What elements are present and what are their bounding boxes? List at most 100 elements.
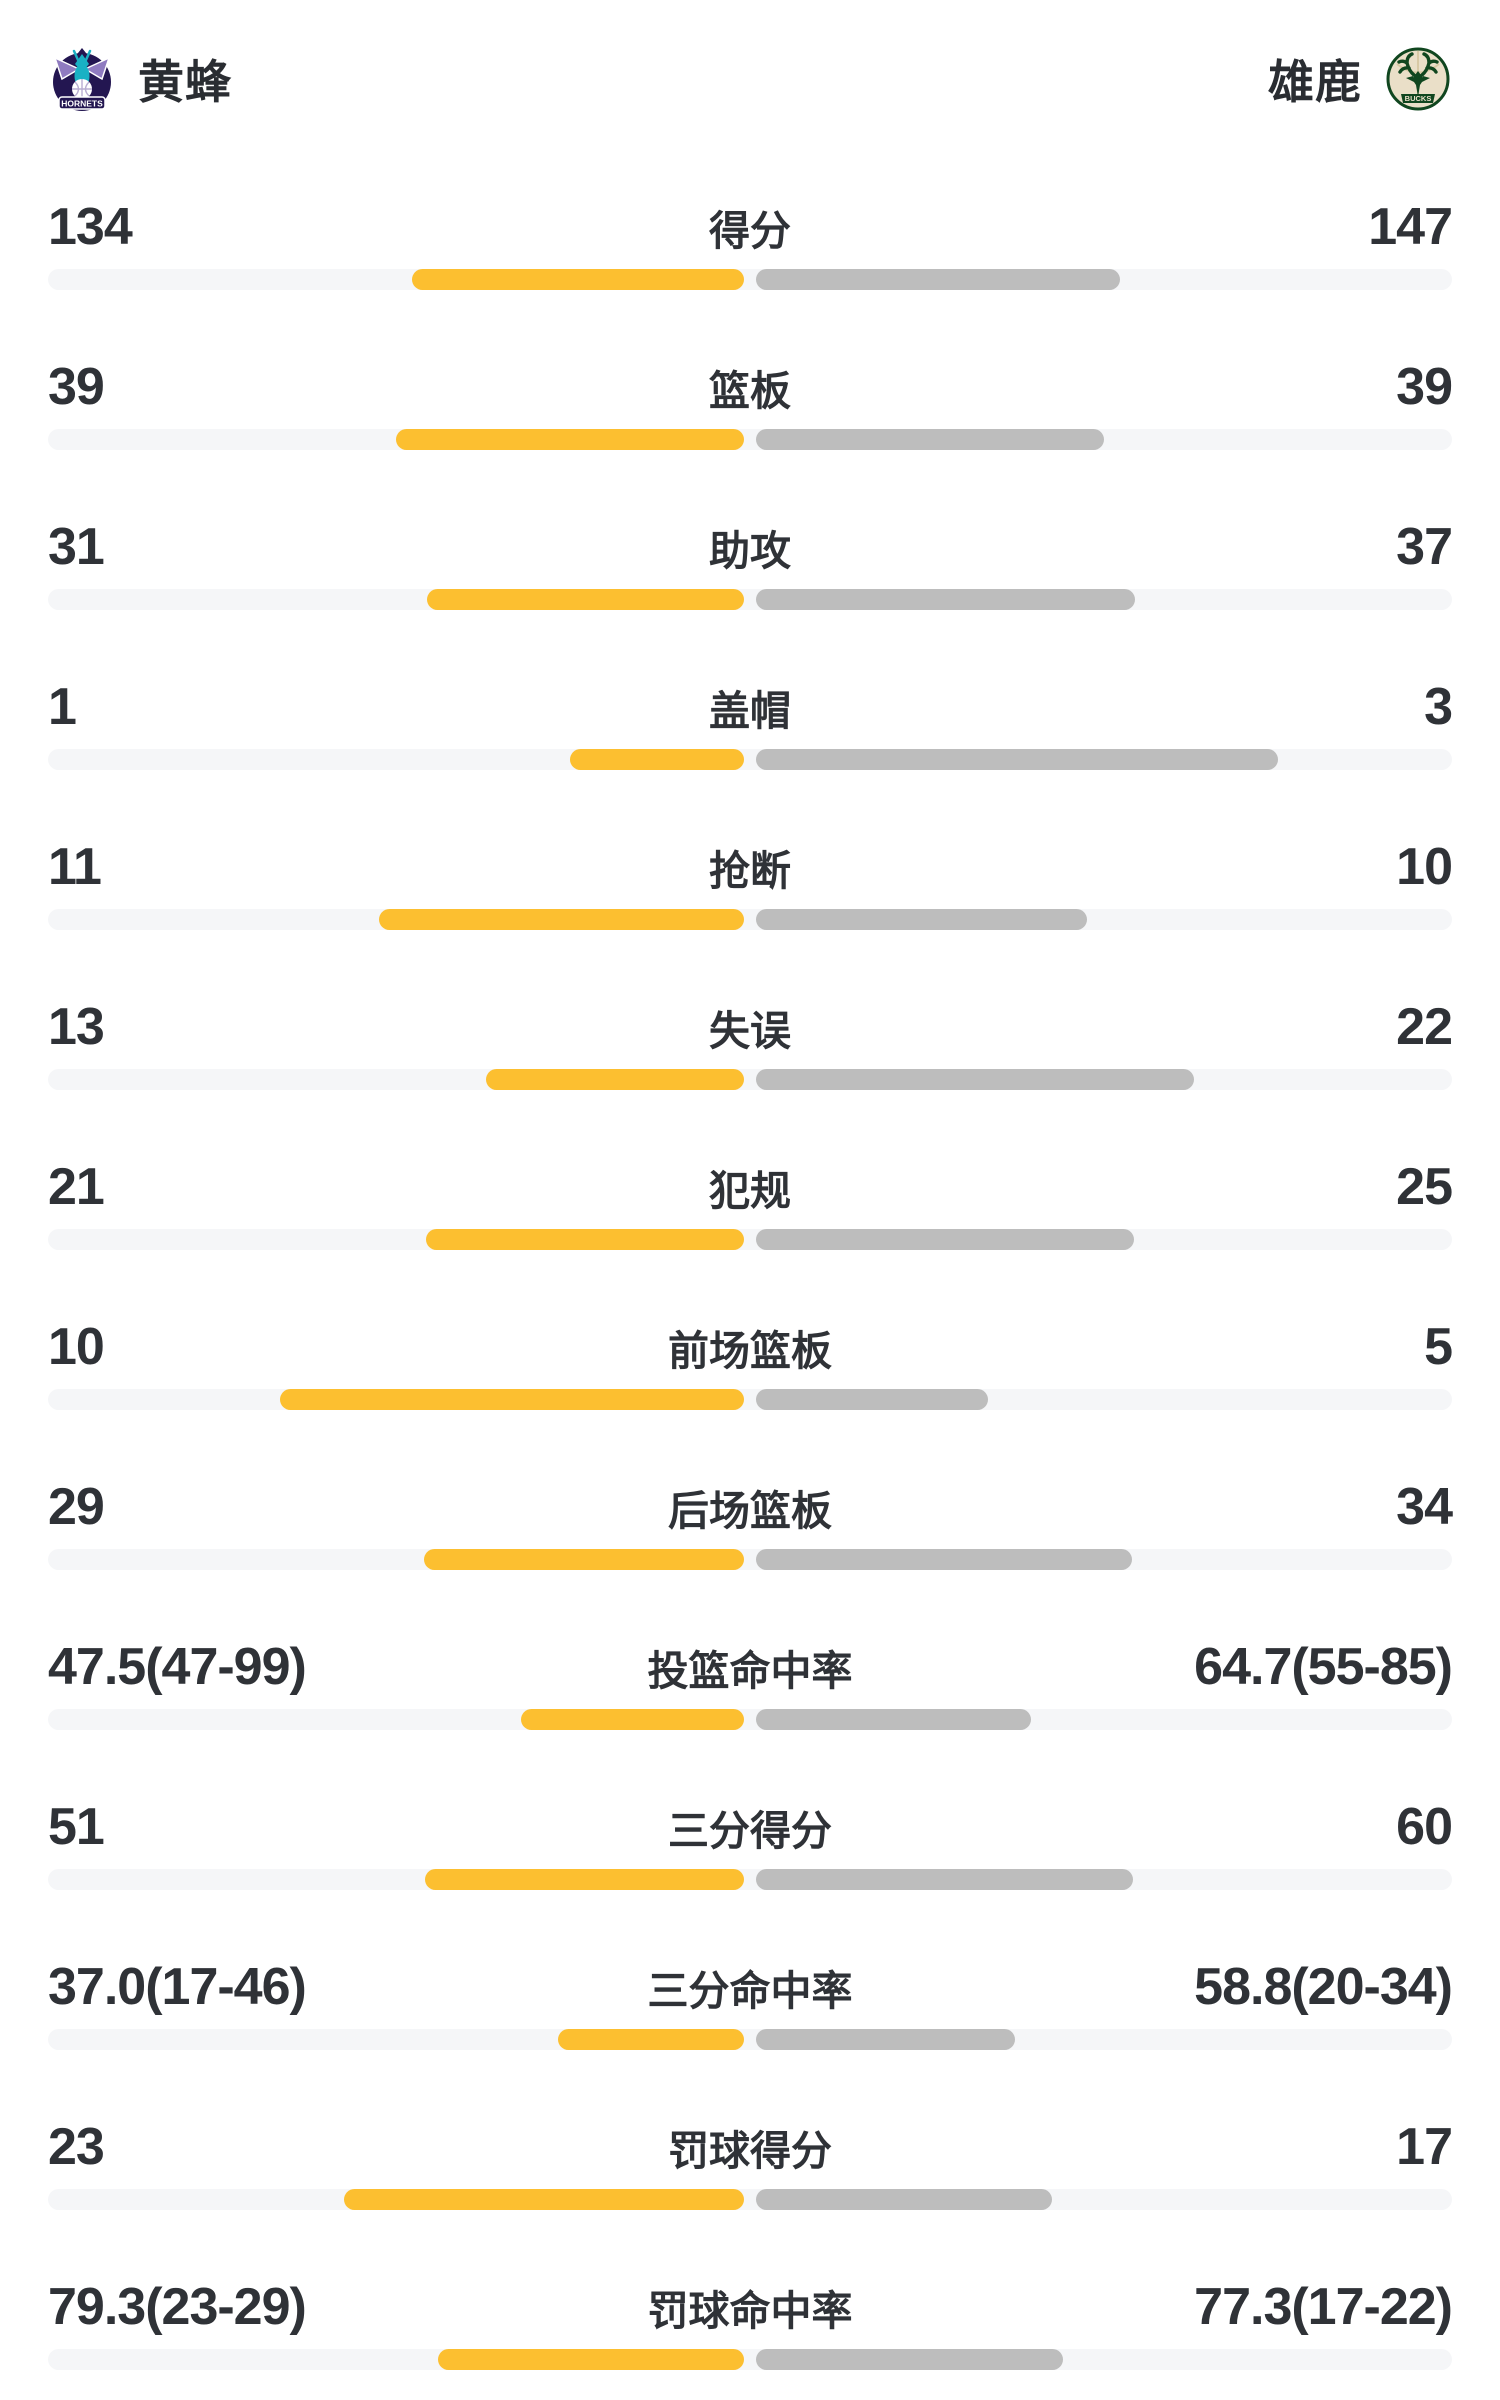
stat-label: 盖帽 [709, 688, 791, 734]
stat-bar-track [48, 1229, 1452, 1250]
stat-away-value: 39 [1396, 358, 1453, 416]
stat-label: 得分 [709, 208, 791, 254]
stat-row: 37.0(17-46) 三分命中率 58.8(20-34) [48, 1957, 1453, 2117]
stat-bar-track [48, 1389, 1452, 1410]
stat-away-value: 5 [1424, 1318, 1453, 1376]
stat-bar-home [379, 909, 744, 930]
stat-bar-away [756, 2029, 1015, 2050]
stat-away-value: 77.3(17-22) [1194, 2278, 1453, 2336]
stat-values-line: 79.3(23-29) 罚球命中率 77.3(17-22) [48, 2277, 1453, 2337]
svg-text:BUCKS: BUCKS [1405, 94, 1432, 103]
stat-label: 犯规 [709, 1168, 791, 1214]
stat-bar-track [48, 2029, 1452, 2050]
stat-bar-home [412, 269, 744, 290]
stat-bar-home [427, 589, 744, 610]
stat-home-value: 37.0(17-46) [48, 1958, 307, 2016]
stat-bar-home [424, 1549, 744, 1570]
stat-row: 21 犯规 25 [48, 1157, 1453, 1317]
stat-home-value: 23 [48, 2118, 105, 2176]
stat-away-value: 3 [1424, 678, 1453, 736]
stat-bar-track [48, 589, 1452, 610]
stat-home-value: 47.5(47-99) [48, 1638, 307, 1696]
svg-text:HORNETS: HORNETS [61, 99, 103, 109]
stat-values-line: 29 后场篮板 34 [48, 1477, 1453, 1537]
stat-bar-home [426, 1229, 744, 1250]
stat-bar-away [756, 1549, 1132, 1570]
stat-bar-away [756, 269, 1120, 290]
stat-away-value: 22 [1396, 998, 1453, 1056]
stat-away-value: 58.8(20-34) [1194, 1958, 1453, 2016]
stat-bar-home [425, 1869, 744, 1890]
stat-bar-away [756, 2189, 1052, 2210]
stat-values-line: 11 抢断 10 [48, 837, 1453, 897]
stat-row: 11 抢断 10 [48, 837, 1453, 997]
stat-label: 罚球命中率 [647, 2288, 853, 2334]
stat-away-value: 64.7(55-85) [1194, 1638, 1453, 1696]
stat-away-value: 34 [1396, 1478, 1453, 1536]
stat-bar-home [558, 2029, 744, 2050]
stat-values-line: 1 盖帽 3 [48, 677, 1453, 737]
stat-bar-away [756, 1389, 988, 1410]
team-home-name: 黄蜂 [138, 56, 232, 108]
stat-row: 29 后场篮板 34 [48, 1477, 1453, 1637]
stat-row: 39 篮板 39 [48, 357, 1453, 517]
team-away[interactable]: 雄鹿 BUCKS [1268, 45, 1452, 113]
stat-values-line: 51 三分得分 60 [48, 1797, 1453, 1857]
stat-bar-away [756, 1869, 1133, 1890]
stat-row: 134 得分 147 [48, 197, 1453, 357]
stat-bar-home [570, 749, 744, 770]
stat-bar-away [756, 1229, 1134, 1250]
stat-bar-away [756, 909, 1087, 930]
stat-home-value: 31 [48, 518, 105, 576]
stat-bar-track [48, 749, 1452, 770]
stat-values-line: 10 前场篮板 5 [48, 1317, 1453, 1377]
stat-row: 10 前场篮板 5 [48, 1317, 1453, 1477]
stat-label: 三分命中率 [647, 1968, 853, 2014]
stat-label: 后场篮板 [668, 1488, 832, 1534]
stat-row: 1 盖帽 3 [48, 677, 1453, 837]
stat-values-line: 134 得分 147 [48, 197, 1453, 257]
stat-label: 罚球得分 [668, 2128, 832, 2174]
stat-away-value: 25 [1396, 1158, 1453, 1216]
stat-values-line: 31 助攻 37 [48, 517, 1453, 577]
stat-bar-home [344, 2189, 744, 2210]
stat-values-line: 21 犯规 25 [48, 1157, 1453, 1217]
stat-away-value: 147 [1368, 198, 1453, 256]
stat-away-value: 10 [1396, 838, 1453, 896]
stat-bar-track [48, 2189, 1452, 2210]
stat-home-value: 13 [48, 998, 105, 1056]
stat-bar-track [48, 429, 1452, 450]
stat-label: 前场篮板 [668, 1328, 832, 1374]
stat-row: 23 罚球得分 17 [48, 2117, 1453, 2277]
team-home[interactable]: HORNETS 黄蜂 [48, 45, 232, 113]
stat-bar-track [48, 1549, 1452, 1570]
hornets-logo-icon: HORNETS [48, 45, 116, 113]
stat-bar-away [756, 2349, 1063, 2370]
stat-label: 抢断 [709, 848, 791, 894]
stat-home-value: 1 [48, 678, 77, 736]
stat-bar-away [756, 429, 1104, 450]
stat-bar-away [756, 1069, 1194, 1090]
stat-away-value: 17 [1396, 2118, 1453, 2176]
team-away-name: 雄鹿 [1268, 56, 1362, 108]
stat-row: 31 助攻 37 [48, 517, 1453, 677]
stat-away-value: 37 [1396, 518, 1453, 576]
stat-bar-home [521, 1709, 744, 1730]
stat-bar-home [438, 2349, 744, 2370]
stat-home-value: 51 [48, 1798, 105, 1856]
stats-list: 134 得分 147 39 篮板 39 31 助攻 [48, 197, 1453, 2400]
stat-label: 篮板 [709, 368, 791, 414]
stat-bar-track [48, 1069, 1452, 1090]
stat-values-line: 13 失误 22 [48, 997, 1453, 1057]
bucks-logo-icon: BUCKS [1384, 45, 1452, 113]
stat-bar-track [48, 1709, 1452, 1730]
stat-home-value: 79.3(23-29) [48, 2278, 307, 2336]
stat-home-value: 21 [48, 1158, 105, 1216]
stat-bar-home [396, 429, 744, 450]
stat-home-value: 134 [48, 198, 133, 256]
stat-home-value: 29 [48, 1478, 105, 1536]
stat-bar-home [280, 1389, 744, 1410]
stat-row: 79.3(23-29) 罚球命中率 77.3(17-22) [48, 2277, 1453, 2400]
stat-bar-track [48, 909, 1452, 930]
